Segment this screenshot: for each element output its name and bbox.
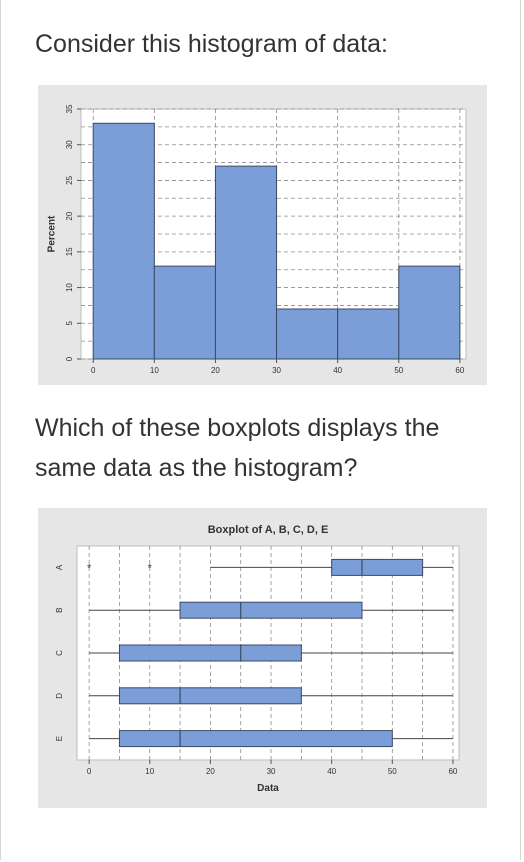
x-tick-label: 60	[455, 366, 464, 375]
y-tick-label: 10	[65, 283, 74, 292]
x-tick-label: 60	[448, 767, 457, 776]
boxplot-x-axis-label: Data	[257, 783, 279, 794]
x-tick-label: 0	[91, 366, 96, 375]
boxplot-category-labels: A B C D E	[55, 564, 64, 741]
boxplot-title: Boxplot of A, B, C, D, E	[208, 524, 329, 536]
x-tick-label: 10	[145, 767, 154, 776]
boxplot-C	[89, 644, 453, 662]
category-label: B	[55, 608, 64, 613]
x-tick-label: 40	[333, 366, 342, 375]
question-prompt: Which of these boxplots displays the sam…	[35, 414, 440, 482]
x-tick-label: 10	[150, 366, 159, 375]
x-tick-label: 20	[206, 767, 215, 776]
y-tick-label: 20	[65, 211, 74, 220]
box	[118, 687, 302, 705]
category-label: E	[55, 736, 64, 741]
y-tick-label: 25	[65, 175, 74, 184]
histogram-bar	[276, 308, 339, 360]
box	[331, 558, 424, 576]
boxplot-B	[89, 601, 453, 619]
category-label: A	[55, 564, 64, 570]
x-tick-label: 20	[211, 366, 220, 375]
outlier-marker: *	[87, 562, 92, 574]
boxplot-E	[89, 730, 453, 748]
boxplot-x-ticks: 0 10 20 30 40 50 60	[87, 760, 458, 776]
histogram-x-ticks: 0 10 20 30 40 50 60	[91, 359, 465, 375]
box	[179, 601, 363, 619]
x-tick-label: 40	[327, 767, 336, 776]
x-tick-label: 30	[267, 767, 276, 776]
histogram-bar	[214, 165, 278, 360]
histogram-bar	[92, 122, 155, 360]
y-tick-label: 30	[65, 140, 74, 149]
boxplot-chart: Boxplot of A, B, C, D, E * * 0 10 20 30 40 50 6…	[38, 508, 487, 808]
y-tick-label: 5	[65, 321, 74, 326]
x-tick-label: 30	[272, 366, 281, 375]
y-tick-label: 35	[65, 104, 74, 113]
x-tick-label: 50	[394, 366, 403, 375]
boxplot-D	[89, 687, 453, 705]
histogram-bar	[153, 265, 216, 360]
y-tick-label: 0	[65, 356, 74, 361]
histogram-y-ticks: 0 5 10 15 20 25 30 35	[65, 104, 81, 361]
box	[118, 730, 393, 748]
boxplot-series: * *	[87, 558, 453, 748]
x-tick-label: 0	[87, 767, 92, 776]
outlier-marker: *	[148, 562, 153, 574]
histogram-bar	[337, 308, 400, 360]
histogram-bars	[92, 122, 461, 360]
category-label: C	[55, 650, 64, 656]
histogram-bar	[398, 265, 461, 360]
x-tick-label: 50	[388, 767, 397, 776]
histogram-y-axis-label: Percent	[47, 215, 58, 252]
histogram-chart: 0 10 20 30 40 50 60 0 5 10 15 20 25 30 35 Percent	[38, 85, 487, 385]
boxplot-A: * *	[87, 558, 453, 576]
y-tick-label: 15	[65, 247, 74, 256]
question-intro: Consider this histogram of data:	[35, 30, 388, 58]
category-label: D	[55, 693, 64, 699]
box	[118, 644, 302, 662]
